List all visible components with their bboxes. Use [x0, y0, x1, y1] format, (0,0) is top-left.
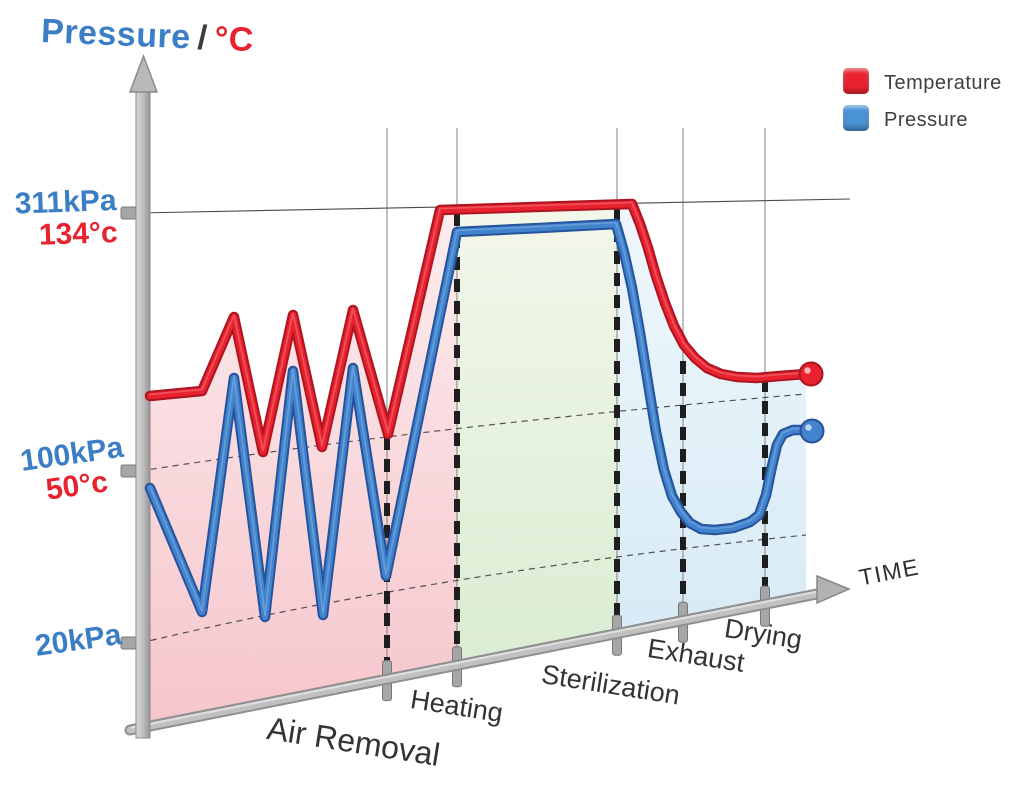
y-label-311-block: 311kPa 134°c: [2, 184, 119, 252]
legend-label-temperature: Temperature: [884, 72, 1002, 94]
x-axis-arrowhead: [816, 574, 851, 605]
title-pressure-text: Pressure: [40, 12, 192, 57]
y-axis-ticks: [120, 206, 141, 650]
temperature-endpoint: [798, 361, 824, 387]
gridline-100kPa: [139, 393, 807, 472]
pressure-line: [144, 218, 812, 623]
y-axis: [128, 53, 159, 739]
pressure-endpoint: [799, 418, 825, 444]
y-axis-arrowhead: [128, 53, 159, 93]
x-axis: [124, 574, 851, 736]
gridline-20kPa: [139, 534, 807, 644]
title-separator: /: [196, 18, 209, 58]
legend-label-pressure: Pressure: [884, 109, 969, 131]
fill-sterilization: [457, 204, 617, 666]
y-label-134c: 134°c: [38, 215, 119, 252]
title-celsius-text: °C: [213, 19, 255, 60]
temperature-line: [144, 198, 812, 458]
legend-swatch-pressure: [843, 105, 869, 131]
y-label-311kpa: 311kPa: [14, 184, 118, 221]
legend-swatch-temperature: [843, 68, 869, 94]
